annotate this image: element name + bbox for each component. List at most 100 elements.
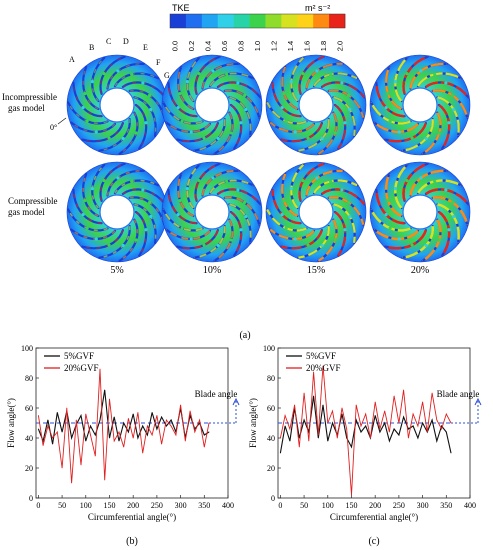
rotor-contour <box>161 161 263 263</box>
data-point <box>37 428 39 430</box>
colorbar-swatch <box>313 14 330 28</box>
data-point <box>165 425 167 427</box>
data-point <box>284 415 286 416</box>
colorbar-swatch <box>281 14 298 28</box>
x-tick-label: 150 <box>345 501 357 510</box>
data-point <box>137 412 139 413</box>
colorbar-swatch <box>201 14 219 28</box>
flow-cell <box>343 121 347 125</box>
colorbar-tick-label: 0.8 <box>237 41 246 51</box>
flow-cell <box>144 228 148 232</box>
angle-zero-pointer <box>57 117 67 125</box>
data-point <box>85 413 87 415</box>
flow-cell <box>452 214 456 219</box>
data-point <box>161 443 163 445</box>
data-point <box>128 431 129 433</box>
x-tick-label: 0 <box>278 501 282 510</box>
x-tick-label: 200 <box>369 501 381 510</box>
data-point <box>336 437 338 439</box>
blade-angle-arrowhead <box>474 397 482 406</box>
colorbar-tick-label: 0.6 <box>220 41 229 51</box>
y-axis-label: Flow angle(°) <box>6 398 16 448</box>
x-tick-label: 250 <box>151 501 163 510</box>
high-tke-streak <box>230 104 243 150</box>
flow-cell <box>451 200 455 204</box>
high-tke-streak <box>186 164 200 209</box>
flow-cell <box>447 228 451 232</box>
flow-cell <box>447 121 451 125</box>
data-point <box>104 479 106 481</box>
flow-cell <box>83 199 87 203</box>
flow-cell <box>340 188 344 192</box>
flow-cell <box>236 81 240 85</box>
x-tick-label: 50 <box>58 501 66 510</box>
data-point <box>203 446 205 448</box>
legend-label: 20%GVF <box>306 363 341 373</box>
data-point <box>118 440 120 442</box>
colorbar-swatch <box>329 14 346 28</box>
data-point <box>412 425 414 427</box>
high-tke-streak <box>165 228 211 240</box>
data-point <box>61 467 63 469</box>
x-tick-label: 300 <box>417 501 429 510</box>
flow-cell <box>90 186 94 191</box>
data-point <box>142 425 144 427</box>
flow-cell <box>444 81 448 85</box>
flow-cell <box>282 92 286 96</box>
flow-cell <box>301 178 305 183</box>
data-point <box>341 413 343 415</box>
flow-cell <box>315 69 319 73</box>
x-tick-label: 300 <box>175 501 187 510</box>
data-point <box>284 425 286 427</box>
data-point <box>393 428 395 430</box>
series-line <box>279 365 452 496</box>
flow-cell <box>102 71 106 76</box>
colorbar-swatch <box>185 14 203 28</box>
data-point <box>441 425 442 427</box>
data-point <box>431 419 433 421</box>
data-point <box>71 482 72 484</box>
flow-cell <box>348 214 352 219</box>
data-point <box>403 389 405 391</box>
high-tke-streak <box>214 112 234 155</box>
flow-cell <box>178 199 182 203</box>
high-tke-streak <box>177 173 194 217</box>
data-point <box>407 428 409 430</box>
row-label-incompressible-1: Incompressible <box>2 92 57 102</box>
flow-cell <box>329 179 333 183</box>
flow-cell <box>236 188 240 192</box>
data-point <box>47 425 49 427</box>
flow-cell <box>320 243 324 248</box>
flow-cell <box>176 213 180 217</box>
data-point <box>123 422 125 424</box>
data-point <box>436 419 438 421</box>
colorbar-tick-label: 1.0 <box>253 41 262 51</box>
flow-cell <box>384 106 388 110</box>
flow-cell <box>410 243 414 247</box>
flow-cell <box>211 176 215 180</box>
flow-cell <box>419 69 423 73</box>
high-tke-streak <box>177 122 219 143</box>
series-line <box>279 395 452 454</box>
data-point <box>189 415 191 416</box>
colorbar-title: TKE <box>172 3 190 13</box>
blade-letter-b: B <box>89 43 94 52</box>
colorbar-swatch <box>265 14 282 28</box>
flow-cell <box>393 79 397 84</box>
data-point <box>289 440 291 442</box>
flow-cell <box>107 136 111 140</box>
flow-cell <box>333 238 337 242</box>
flow-cell <box>340 81 344 85</box>
colorbar-tick-label: 0.4 <box>204 41 213 51</box>
colorbar-swatch <box>170 14 187 28</box>
data-point <box>90 425 91 427</box>
flow-cell <box>81 213 85 217</box>
flow-cell <box>386 92 390 96</box>
colorbar-frame <box>169 13 346 29</box>
y-tick-label: 40 <box>267 434 275 443</box>
data-point <box>322 404 324 406</box>
data-point <box>189 410 191 412</box>
data-point <box>90 434 91 436</box>
high-tke-streak <box>229 96 252 136</box>
data-point <box>104 389 106 391</box>
